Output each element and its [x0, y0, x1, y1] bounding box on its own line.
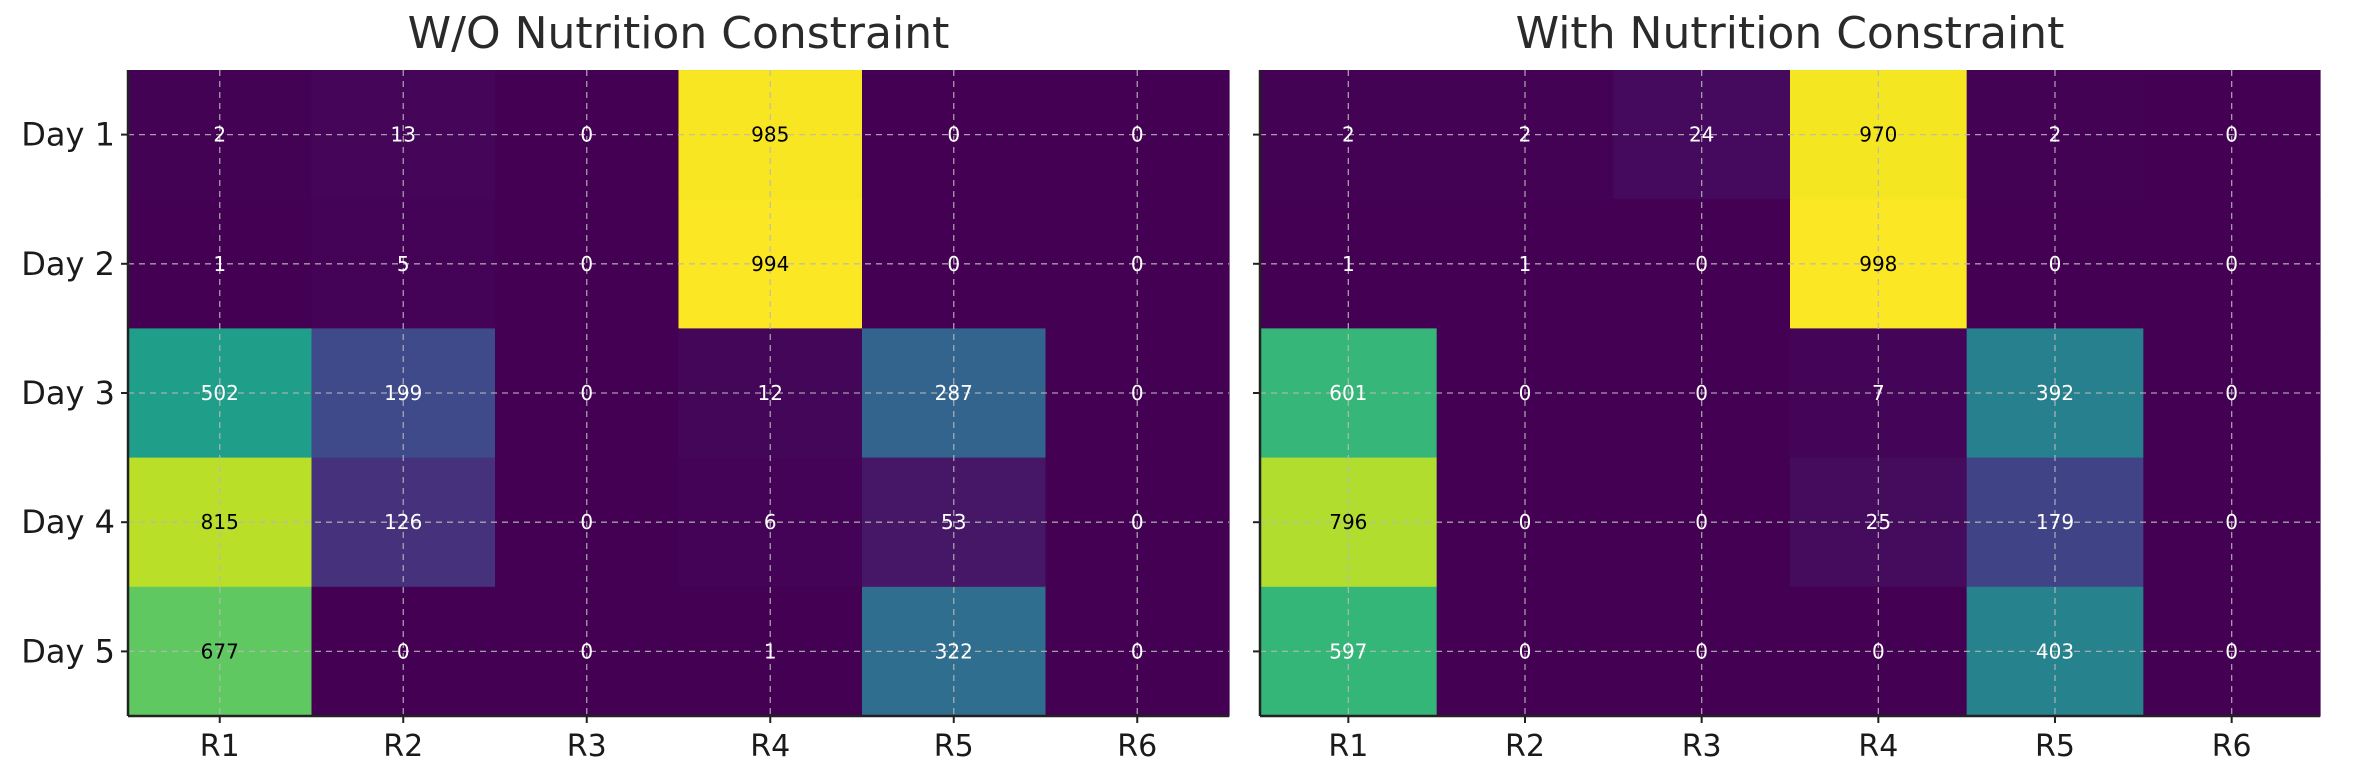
cell-value-label: 0	[1131, 510, 1144, 534]
cell-value-label: 0	[580, 381, 593, 405]
cell-value-label: 199	[384, 381, 422, 405]
cell-value-label: 53	[941, 510, 966, 534]
x-tick-label: R3	[567, 729, 607, 764]
cell-value-label: 0	[2225, 381, 2238, 405]
x-tick-label: R6	[1117, 729, 1157, 764]
cell-value-label: 2	[2049, 123, 2062, 147]
cell-value-label: 24	[1689, 123, 1714, 147]
cell-value-label: 985	[751, 123, 789, 147]
y-tick-label: Day 4	[21, 503, 115, 541]
cell-value-label: 502	[201, 381, 239, 405]
cell-value-label: 0	[1695, 381, 1708, 405]
cell-value-label: 597	[1329, 639, 1367, 663]
y-tick-label: Day 2	[21, 245, 115, 283]
cell-value-label: 0	[580, 123, 593, 147]
cell-value-label: 126	[384, 510, 422, 534]
cell-value-label: 0	[580, 252, 593, 276]
cell-value-label: 0	[1131, 639, 1144, 663]
cell-value-label: 0	[2225, 639, 2238, 663]
cell-value-label: 25	[1866, 510, 1891, 534]
cell-value-label: 0	[2049, 252, 2062, 276]
cell-value-label: 0	[1131, 123, 1144, 147]
cell-value-label: 970	[1859, 123, 1897, 147]
cell-value-label: 392	[2036, 381, 2074, 405]
cell-value-label: 13	[391, 123, 416, 147]
cell-value-label: 6	[764, 510, 777, 534]
cell-value-label: 0	[1872, 639, 1885, 663]
y-tick-label: Day 5	[21, 632, 115, 670]
cell-value-label: 0	[1519, 381, 1532, 405]
x-tick-label: R3	[1682, 729, 1722, 764]
cell-value-label: 1	[213, 252, 226, 276]
y-tick-label: Day 1	[21, 116, 115, 154]
cell-value-label: 0	[947, 252, 960, 276]
cell-value-label: 322	[935, 639, 973, 663]
cell-value-label: 2	[1519, 123, 1532, 147]
x-tick-label: R6	[2212, 729, 2252, 764]
cell-value-label: 677	[201, 639, 239, 663]
cell-value-label: 1	[1519, 252, 1532, 276]
cell-value-label: 0	[1695, 510, 1708, 534]
cell-value-label: 0	[2225, 123, 2238, 147]
x-tick-label: R1	[200, 729, 240, 764]
cell-value-label: 12	[758, 381, 783, 405]
cell-value-label: 601	[1329, 381, 1367, 405]
cell-value-label: 0	[397, 639, 410, 663]
heatmap-panel-1: 2 13 0 985 0 0 1 5 0 994 0 0 502 199 0 12 287 0 815 126 0 6 53…	[21, 8, 1230, 764]
x-tick-label: R4	[750, 729, 790, 764]
x-tick-label: R4	[1858, 729, 1898, 764]
heatmap-panel-2: 2 2 24 970 2 0 1 1 0 998 0 0 601 0 0 7 392 0 796 0 0 25 179 0 59…	[1253, 8, 2321, 764]
cell-value-label: 796	[1329, 510, 1367, 534]
cell-value-label: 2	[213, 123, 226, 147]
cell-value-label: 0	[1519, 639, 1532, 663]
cell-value-label: 998	[1859, 252, 1897, 276]
cell-value-label: 1	[764, 639, 777, 663]
cell-value-label: 0	[947, 123, 960, 147]
chart-title: W/O Nutrition Constraint	[408, 8, 950, 59]
cell-value-label: 0	[2225, 510, 2238, 534]
x-tick-label: R2	[1505, 729, 1545, 764]
cell-value-label: 0	[1131, 252, 1144, 276]
cell-value-label: 0	[2225, 252, 2238, 276]
cell-value-label: 0	[580, 639, 593, 663]
cell-value-label: 0	[1695, 639, 1708, 663]
cell-value-label: 179	[2036, 510, 2074, 534]
x-tick-label: R2	[383, 729, 423, 764]
x-tick-label: R5	[2035, 729, 2075, 764]
x-tick-label: R5	[934, 729, 974, 764]
y-tick-label: Day 3	[21, 374, 115, 412]
cell-value-label: 815	[201, 510, 239, 534]
cell-value-label: 7	[1872, 381, 1885, 405]
cell-value-label: 0	[1695, 252, 1708, 276]
cell-value-label: 0	[580, 510, 593, 534]
cell-value-label: 0	[1519, 510, 1532, 534]
cell-value-label: 994	[751, 252, 789, 276]
x-tick-label: R1	[1328, 729, 1368, 764]
cell-value-label: 287	[935, 381, 973, 405]
cell-value-label: 2	[1342, 123, 1355, 147]
cell-value-label: 0	[1131, 381, 1144, 405]
cell-value-label: 403	[2036, 639, 2074, 663]
chart-title: With Nutrition Constraint	[1516, 8, 2065, 59]
cell-value-label: 5	[397, 252, 410, 276]
cell-value-label: 1	[1342, 252, 1355, 276]
